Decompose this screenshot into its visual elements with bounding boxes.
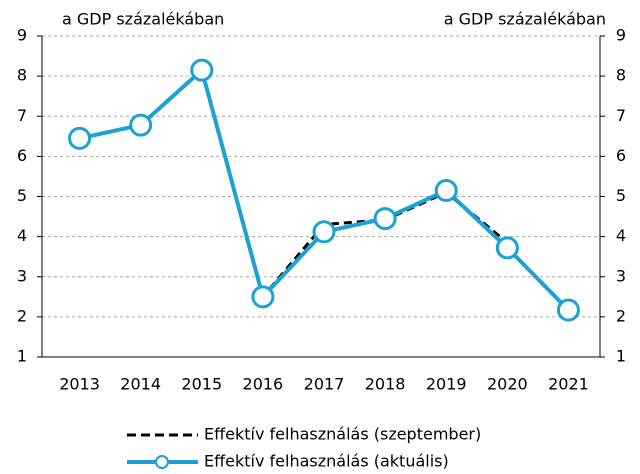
x-tick-label: 2019 [426,375,467,394]
point [556,298,580,322]
x-tick-label: 2021 [548,375,589,394]
series-line [79,68,570,312]
y-tick-label: 3 [17,266,27,285]
y-tick-label: 8 [17,66,27,85]
point [434,178,458,202]
x-tick-label: 2017 [304,375,345,394]
point [68,126,92,150]
y-tick-label: 9 [17,26,27,45]
y2-tick-label: 3 [616,266,626,285]
x-tick-label: 2015 [181,375,222,394]
y-tick-label: 7 [17,106,27,125]
point [312,220,336,244]
point [129,113,153,137]
legend-marker [155,455,169,469]
point [251,285,275,309]
y2-tick-label: 2 [616,306,626,325]
y-tick-label: 2 [17,306,27,325]
point [373,207,397,231]
y2-axis-label: a GDP százalékában [444,10,606,29]
y2-tick-label: 9 [616,26,626,45]
point [495,236,519,260]
x-tick-label: 2018 [365,375,406,394]
y2-tick-label: 1 [616,347,626,366]
y-tick-label: 6 [17,146,27,165]
y2-tick-label: 4 [616,226,626,245]
legend-label: Effektív felhasználás (aktuális) [204,452,449,471]
y2-tick-label: 5 [616,186,626,205]
x-tick-label: 2014 [120,375,161,394]
y2-tick-label: 7 [616,106,626,125]
y2-tick-label: 8 [616,66,626,85]
y-tick-label: 4 [17,226,27,245]
x-tick-label: 2013 [59,375,100,394]
x-tick-label: 2016 [243,375,284,394]
point [190,58,214,82]
y-tick-label: 1 [17,347,27,366]
x-tick-label: 2020 [487,375,528,394]
y2-tick-label: 6 [616,146,626,165]
legend-label: Effektív felhasználás (szeptember) [204,425,481,444]
y-tick-label: 5 [17,186,27,205]
y-axis-label: a GDP százalékában [62,10,224,29]
